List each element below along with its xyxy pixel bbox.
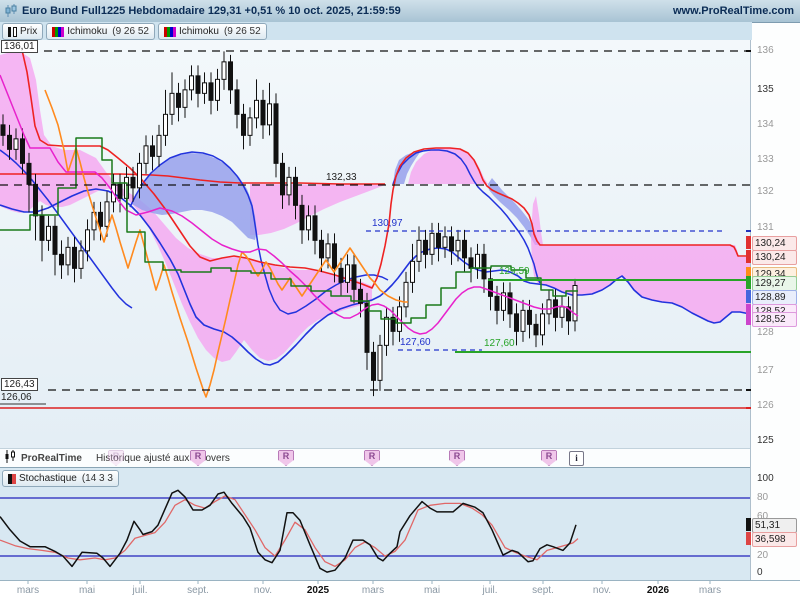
ichimoku-icon: [163, 26, 176, 37]
info-button[interactable]: i: [569, 451, 584, 466]
prorealtime-logo-icon: [4, 450, 17, 466]
rollover-badge[interactable]: R: [364, 450, 380, 466]
ichimoku-indicator-button-1[interactable]: Ichimoku (9 26 52: [46, 23, 155, 40]
stochastic-icon: [8, 473, 16, 484]
stochastic-button-params: (14 3 3: [81, 473, 113, 484]
ichimoku-indicator-button-2[interactable]: Ichimoku (9 26 52: [157, 23, 267, 40]
app-logo-icon: [4, 4, 18, 18]
ichimoku-icon: [52, 26, 65, 37]
main-chart-area[interactable]: [0, 40, 750, 448]
stochastic-indicator-button[interactable]: Stochastique (14 3 3: [2, 470, 119, 487]
prorealtime-brand-label: ProRealTime: [21, 452, 82, 464]
time-axis-panel[interactable]: [0, 580, 800, 600]
stochastic-button-label: Stochastique: [19, 473, 77, 484]
title-bar: Euro Bund Full1225 Hebdomadaire 129,31 +…: [0, 0, 800, 23]
ichimoku-button-label: Ichimoku: [67, 26, 108, 37]
rollover-badge[interactable]: R: [449, 450, 465, 466]
ichimoku-button-params: (9 26 52: [112, 26, 149, 37]
price-icon: [8, 26, 17, 37]
website-link[interactable]: www.ProRealTime.com: [672, 5, 794, 17]
rollover-note-label: Historique ajusté aux rollovers: [95, 452, 230, 464]
chart-title: Euro Bund Full1225 Hebdomadaire 129,31 +…: [22, 5, 401, 17]
ichimoku-button-label: Ichimoku: [178, 26, 219, 37]
rollover-badge[interactable]: R: [541, 450, 557, 466]
rollover-badge[interactable]: R: [278, 450, 294, 466]
price-axis-panel[interactable]: [750, 22, 800, 600]
rollover-badge[interactable]: R: [108, 450, 124, 466]
ichimoku-button-params: (9 26 52: [223, 26, 261, 37]
price-indicator-button[interactable]: Prix: [2, 23, 44, 40]
price-button-label: Prix: [20, 26, 38, 37]
rollover-badge[interactable]: R: [190, 450, 206, 466]
indicator-toolbar: Prix Ichimoku (9 26 52 Ichimoku (9 26 52: [0, 22, 752, 40]
